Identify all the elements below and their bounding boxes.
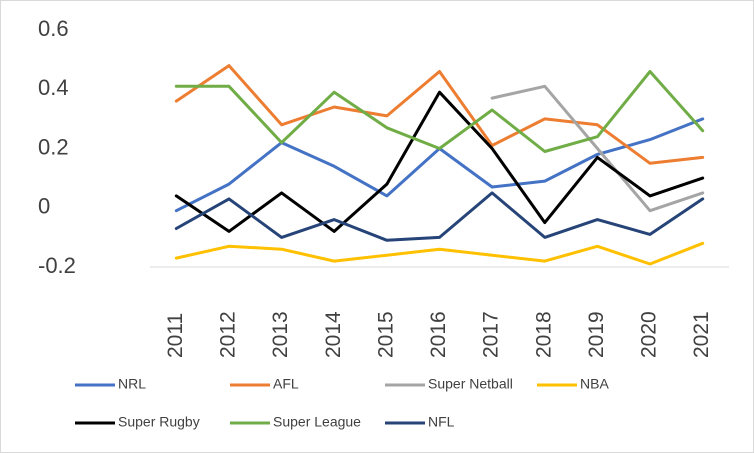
x-tick-label: 2018 xyxy=(532,311,555,358)
x-tick-label: 2015 xyxy=(374,311,397,358)
x-tick-label: 2016 xyxy=(427,311,450,358)
line-series xyxy=(174,70,705,153)
x-tick-label: 2014 xyxy=(322,311,345,358)
y-tick-label: 0.2 xyxy=(38,134,69,159)
x-tick-label: 2011 xyxy=(164,313,187,358)
legend-label: NBA xyxy=(580,376,609,392)
line-series xyxy=(174,90,705,233)
legend-label: Super League xyxy=(273,414,361,430)
legend-label: AFL xyxy=(273,376,299,392)
y-tick-label: -0.2 xyxy=(38,253,76,278)
line-series xyxy=(174,64,705,165)
legend-label: Super Netball xyxy=(428,376,513,392)
legend-label: NFL xyxy=(428,414,455,430)
legend-label: Super Rugby xyxy=(118,414,200,430)
y-tick-label: 0 xyxy=(38,194,50,219)
x-tick-label: 2021 xyxy=(690,311,713,358)
line-series xyxy=(174,241,705,266)
x-tick-label: 2017 xyxy=(480,311,503,358)
y-tick-label: 0.4 xyxy=(38,75,69,100)
x-tick-label: 2019 xyxy=(585,311,608,358)
y-tick-label: 0.6 xyxy=(38,16,69,41)
line-series xyxy=(490,84,705,213)
line-series xyxy=(174,191,705,242)
x-tick-label: 2012 xyxy=(217,311,240,358)
x-tick-label: 2020 xyxy=(638,311,661,358)
x-tick-label: 2013 xyxy=(269,311,292,358)
legend-label: NRL xyxy=(118,376,146,392)
